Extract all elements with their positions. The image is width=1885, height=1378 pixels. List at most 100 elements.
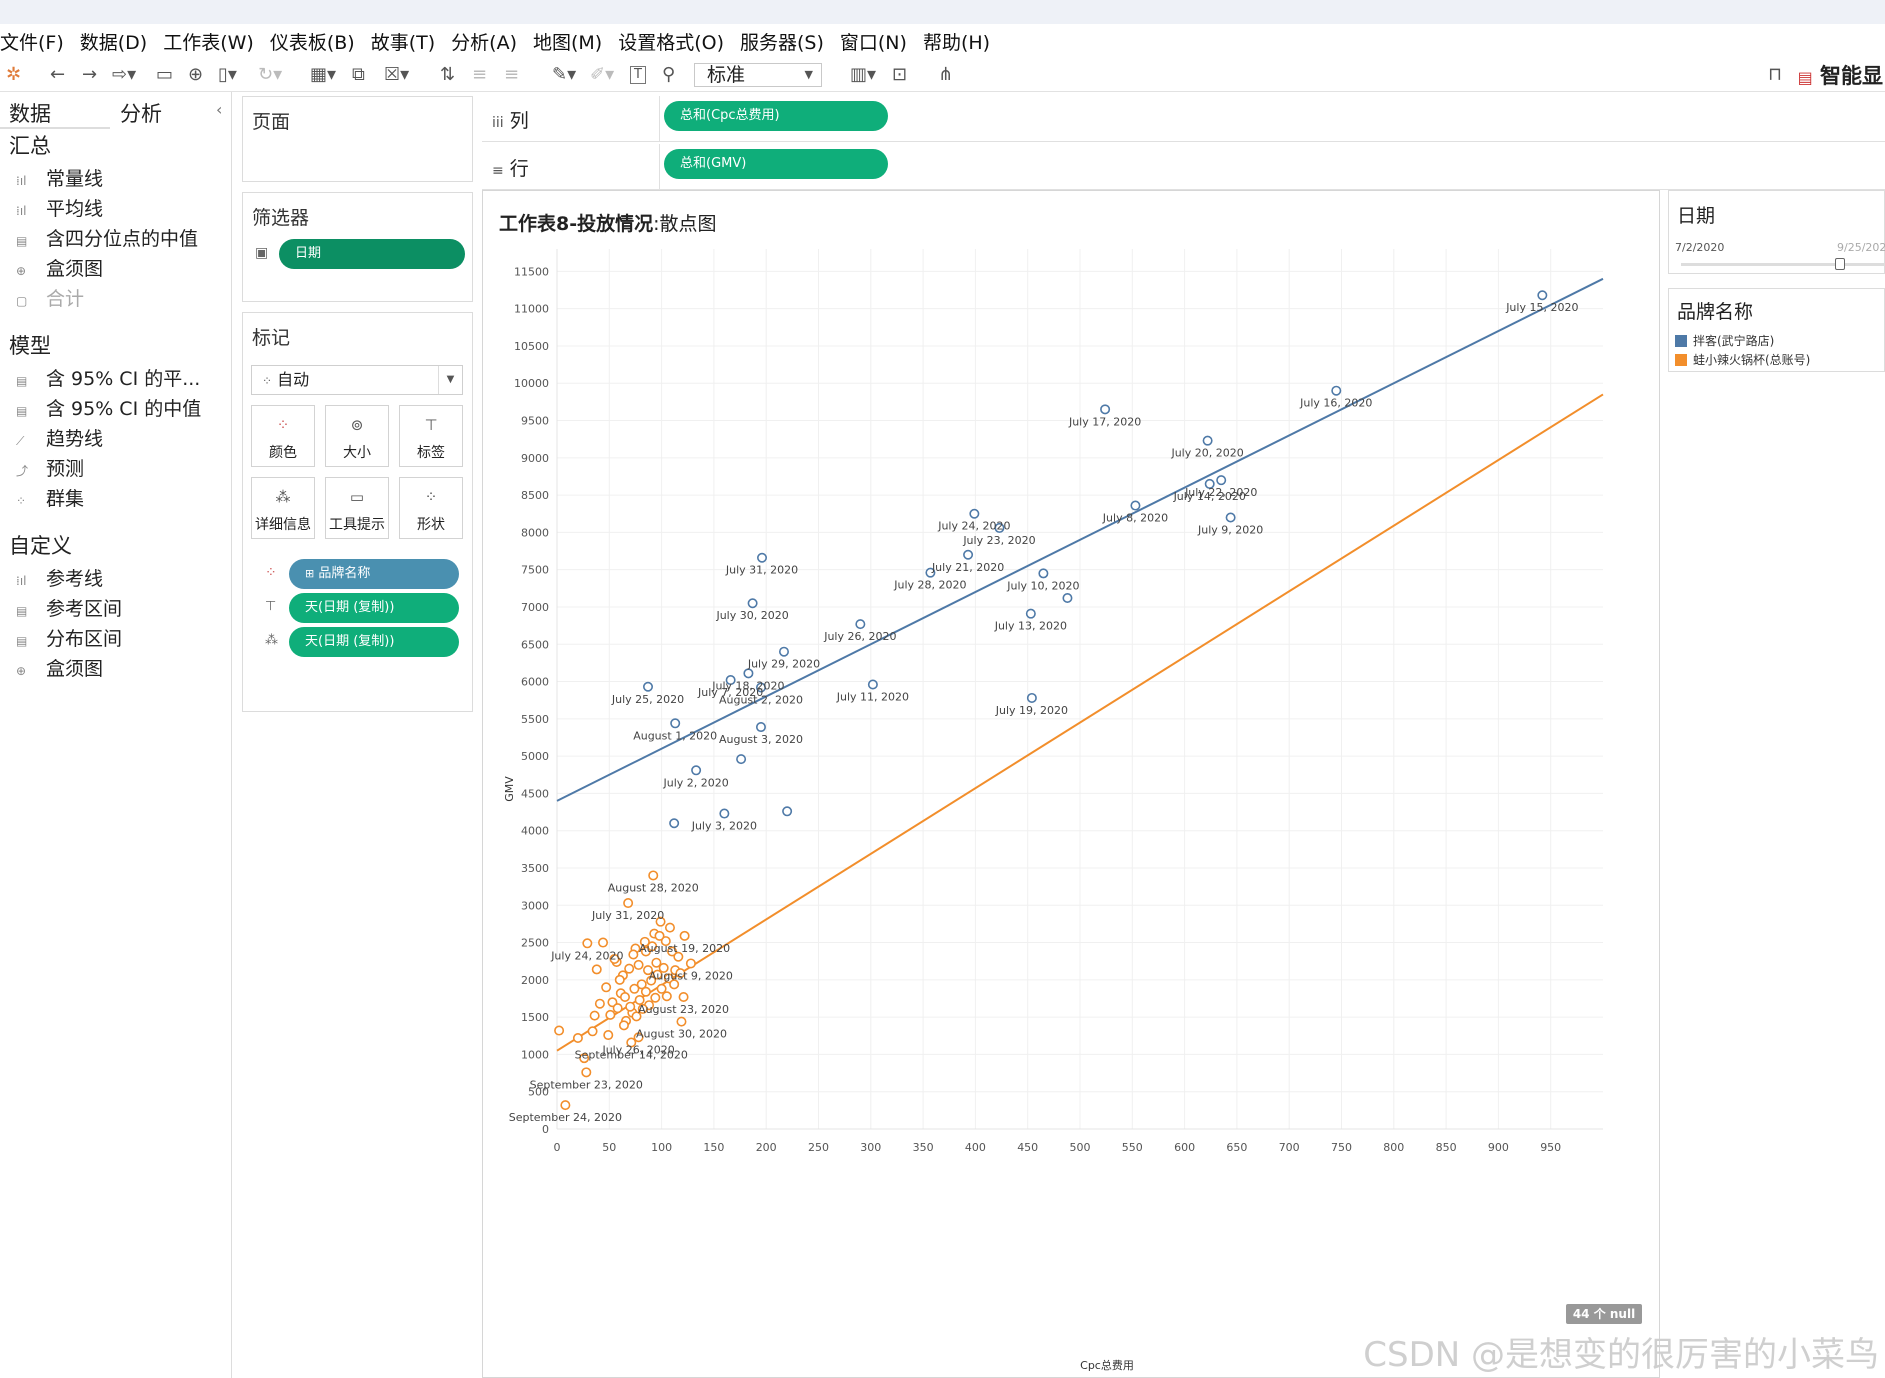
tableau-logo-icon[interactable]: ✲ <box>6 64 22 85</box>
scatter-point[interactable] <box>658 962 669 973</box>
scatter-point[interactable] <box>572 1033 583 1044</box>
scatter-point[interactable] <box>603 1030 614 1041</box>
scatter-point[interactable] <box>640 986 651 997</box>
scatter-point[interactable] <box>1025 608 1036 619</box>
scatter-point[interactable] <box>651 957 662 968</box>
rows-shelf[interactable]: ≡ 行 总和(GMV) <box>482 144 1885 190</box>
scatter-point[interactable] <box>637 1003 648 1014</box>
scatter-point[interactable] <box>743 668 754 679</box>
tab-data[interactable]: 数据 <box>9 102 51 126</box>
collapse-pane-icon[interactable]: ‹ <box>216 100 223 119</box>
scatter-point[interactable] <box>1202 435 1213 446</box>
scatter-point[interactable] <box>1204 478 1215 489</box>
scatter-point[interactable] <box>1130 500 1141 511</box>
scatter-point[interactable] <box>969 508 980 519</box>
scatter-point[interactable] <box>639 936 650 947</box>
scatter-point[interactable] <box>925 567 936 578</box>
show-labels-icon[interactable]: T <box>630 66 646 84</box>
scatter-point[interactable] <box>601 982 612 993</box>
scatter-point[interactable] <box>691 765 702 776</box>
scatter-point[interactable] <box>676 1016 687 1027</box>
menu-map[interactable]: 地图(M) <box>533 31 603 54</box>
scatter-point[interactable] <box>609 953 620 964</box>
pin-icon[interactable]: ⚲ <box>662 64 676 85</box>
menu-worksheet[interactable]: 工作表(W) <box>163 31 254 54</box>
scatter-point[interactable] <box>648 870 659 881</box>
scatter-point[interactable] <box>867 679 878 690</box>
analytics-item-box-plot-custom[interactable]: ⊕ 盒须图 <box>16 654 103 681</box>
new-worksheet-icon[interactable]: ▦▾ <box>310 64 337 85</box>
analytics-item-trend-line[interactable]: ⟋ 趋势线 <box>16 424 103 451</box>
pages-card[interactable]: 页面 <box>242 96 473 182</box>
scatter-point[interactable] <box>625 1001 636 1012</box>
scatter-point[interactable] <box>612 1003 623 1014</box>
marks-label-button[interactable]: ⊤ 标签 <box>399 405 463 467</box>
scatter-point[interactable] <box>650 992 661 1003</box>
null-indicator[interactable]: 44 个 null <box>1566 1304 1642 1324</box>
marks-size-button[interactable]: ⊚ 大小 <box>325 405 389 467</box>
scatter-point[interactable] <box>628 949 639 960</box>
scatter-point[interactable] <box>629 983 640 994</box>
analytics-item-cluster[interactable]: ⁘ 群集 <box>16 484 84 511</box>
scatter-point[interactable] <box>605 1009 616 1020</box>
scatter-point[interactable] <box>591 964 602 975</box>
scatter-point[interactable] <box>778 646 789 657</box>
undo-icon[interactable]: ← <box>50 64 66 85</box>
scatter-point[interactable] <box>581 1067 592 1078</box>
marks-pill-brand[interactable]: ⊞ 品牌名称 <box>289 559 459 589</box>
analytics-item-distribution-band[interactable]: ▤ 分布区间 <box>16 624 122 651</box>
replay-icon[interactable]: ⇨▾ <box>112 64 137 85</box>
scatter-point[interactable] <box>685 958 696 969</box>
scatter-point[interactable] <box>560 1100 571 1111</box>
scatter-point[interactable] <box>669 818 680 829</box>
scatter-point[interactable] <box>755 682 766 693</box>
share-icon[interactable]: ⋔ <box>938 64 954 85</box>
scatter-point[interactable] <box>855 619 866 630</box>
analytics-item-constant-line[interactable]: ⁞ıl 常量线 <box>16 164 103 191</box>
tab-analytics[interactable]: 分析 <box>120 102 162 126</box>
scatter-point[interactable] <box>675 968 686 979</box>
menu-help[interactable]: 帮助(H) <box>922 31 991 54</box>
marks-pill-day-label[interactable]: 天(日期 (复制)) <box>289 593 459 623</box>
scatter-point[interactable] <box>725 675 736 686</box>
analytics-item-median-ci[interactable]: ▤ 含 95% CI 的中值 <box>16 394 201 421</box>
scatter-point[interactable] <box>1331 385 1342 396</box>
scatter-point[interactable] <box>633 959 644 970</box>
scatter-point[interactable] <box>634 994 645 1005</box>
scatter-point[interactable] <box>598 937 609 948</box>
pause-update-icon[interactable]: ▯▾ <box>218 64 237 85</box>
clear-sheet-icon[interactable]: ☒▾ <box>384 64 410 85</box>
scatter-point[interactable] <box>963 549 974 560</box>
menu-file[interactable]: 文件(F) <box>0 31 64 54</box>
scatter-point[interactable] <box>678 991 689 1002</box>
scatter-point[interactable] <box>661 991 672 1002</box>
scatter-point[interactable] <box>656 983 667 994</box>
scatter-point[interactable] <box>1062 593 1073 604</box>
scatter-point[interactable] <box>579 1053 590 1064</box>
menu-story[interactable]: 故事(T) <box>370 31 436 54</box>
scatter-point[interactable] <box>640 946 651 957</box>
scatter-point[interactable] <box>660 936 671 947</box>
marks-tooltip-button[interactable]: ▭ 工具提示 <box>325 477 389 539</box>
scatter-point[interactable] <box>667 946 678 957</box>
mark-type-select[interactable]: ⁘ 自动 ▼ <box>251 365 463 395</box>
legend-item[interactable]: 蛙小辣火锅杯(总账号) <box>1675 351 1810 368</box>
scatter-point[interactable] <box>736 754 747 765</box>
marks-pill-day-detail[interactable]: 天(日期 (复制)) <box>289 627 459 657</box>
scatter-chart[interactable]: July 15, 2020 July 16, 2020 July 17, 2020 J… <box>483 191 1659 1377</box>
refresh-icon[interactable]: ↻▾ <box>258 64 283 85</box>
scatter-point[interactable] <box>633 1032 644 1043</box>
scatter-point[interactable] <box>647 941 658 952</box>
date-range-slider[interactable] <box>1681 263 1885 266</box>
sort-desc-icon[interactable]: ≡ <box>504 64 520 85</box>
menu-format[interactable]: 设置格式(O) <box>618 31 724 54</box>
save-icon[interactable]: ▭ <box>156 64 174 85</box>
scatter-point[interactable] <box>643 681 654 692</box>
analytics-item-forecast[interactable]: ⤴ 预测 <box>16 454 84 481</box>
scatter-point[interactable] <box>1225 512 1236 523</box>
scatter-point[interactable] <box>679 930 690 941</box>
menu-dashboard[interactable]: 仪表板(B) <box>269 31 355 54</box>
marks-color-button[interactable]: ⁘ 颜色 <box>251 405 315 467</box>
scatter-point[interactable] <box>782 806 793 817</box>
columns-pill[interactable]: 总和(Cpc总费用) <box>664 101 888 131</box>
